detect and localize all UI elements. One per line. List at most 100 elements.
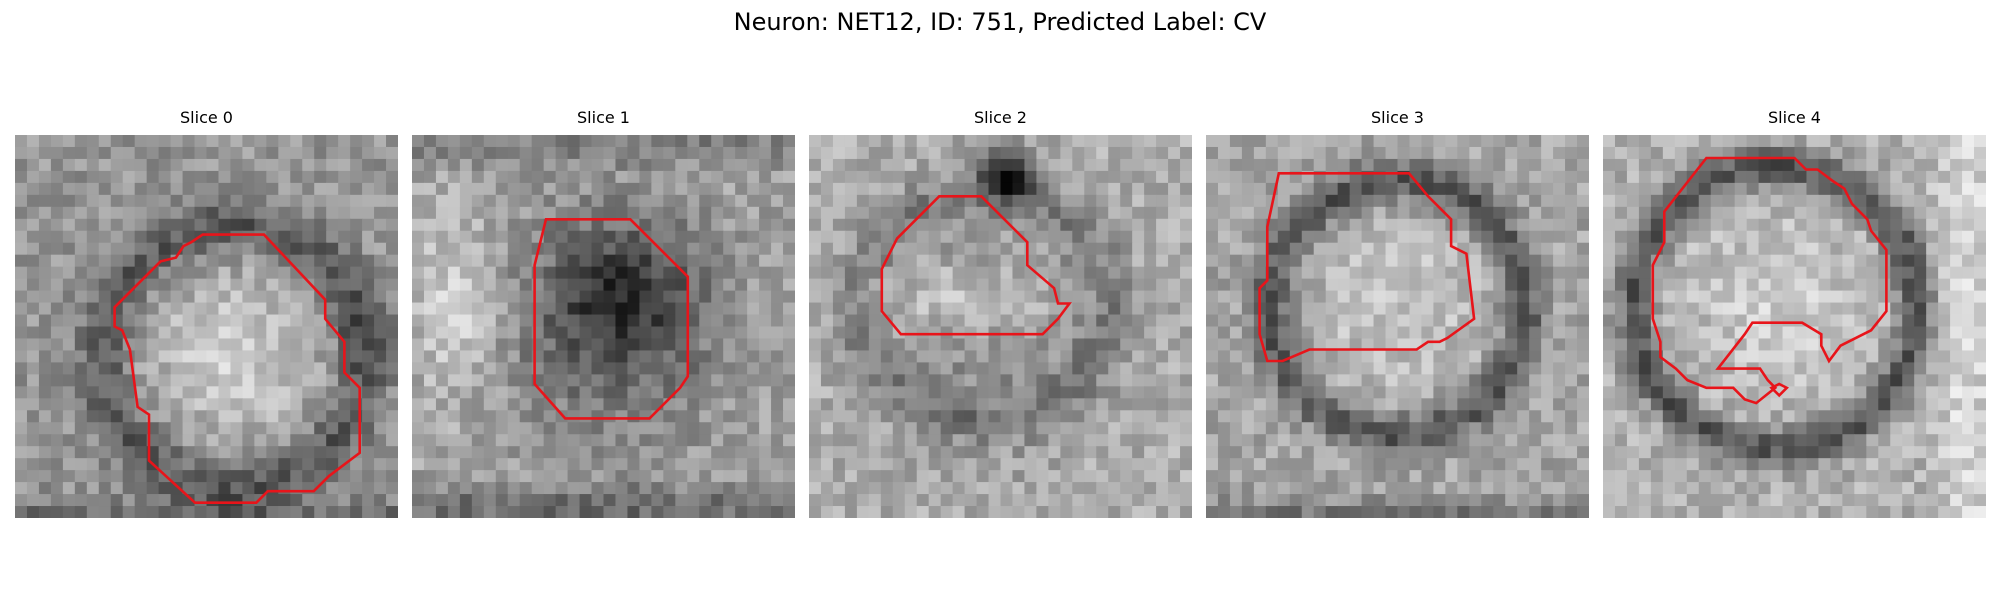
pixel — [555, 338, 569, 352]
pixel — [1180, 338, 1192, 352]
pixel — [1938, 254, 1951, 268]
pixel — [1349, 482, 1363, 495]
pixel — [1168, 158, 1181, 172]
pixel — [1469, 338, 1482, 352]
pixel — [74, 194, 88, 208]
pixel — [1301, 230, 1315, 244]
pixel — [988, 422, 1002, 435]
pixel — [675, 278, 688, 292]
pixel — [1541, 135, 1554, 148]
pixel — [832, 206, 846, 220]
pixel — [98, 170, 112, 184]
pixel — [964, 290, 978, 304]
pixel — [1914, 362, 1927, 375]
pixel — [15, 158, 28, 172]
pixel — [856, 458, 870, 471]
pixel — [1036, 242, 1049, 256]
pixel — [1217, 290, 1231, 304]
pixel — [1325, 266, 1339, 280]
pixel — [1421, 314, 1435, 328]
pixel — [1565, 254, 1578, 268]
pixel — [1457, 182, 1470, 196]
pixel — [1265, 374, 1279, 387]
pixel — [735, 302, 748, 316]
pixel — [1433, 158, 1446, 172]
pixel — [435, 494, 449, 507]
pixel — [1493, 350, 1506, 364]
pixel — [904, 374, 918, 387]
pixel — [290, 350, 303, 364]
pixel — [1962, 386, 1975, 399]
pixel — [423, 458, 437, 471]
pixel — [639, 398, 652, 411]
pixel — [687, 434, 700, 447]
pixel — [386, 218, 398, 232]
pixel — [1541, 350, 1554, 364]
pixel — [904, 494, 918, 507]
pixel — [1782, 398, 1796, 411]
pixel — [723, 302, 736, 316]
pixel — [1878, 278, 1891, 292]
pixel — [62, 206, 76, 220]
pixel — [1361, 410, 1375, 423]
pixel — [158, 350, 172, 364]
pixel — [1217, 410, 1231, 423]
pixel — [1108, 302, 1121, 316]
pixel — [1313, 398, 1327, 411]
pixel — [386, 290, 398, 304]
pixel — [1758, 182, 1772, 196]
pixel — [1770, 350, 1784, 364]
pixel — [1132, 135, 1145, 148]
pixel — [1794, 326, 1808, 340]
pixel — [531, 146, 545, 160]
pixel — [735, 482, 748, 495]
pixel — [1433, 506, 1446, 518]
pixel — [1012, 338, 1026, 352]
pixel — [747, 314, 760, 328]
pixel — [1277, 434, 1291, 447]
pixel — [868, 170, 882, 184]
pixel — [1517, 374, 1530, 387]
pixel — [1084, 135, 1097, 148]
pixel — [1072, 494, 1085, 507]
pixel — [567, 146, 581, 160]
pixel — [1614, 386, 1628, 399]
pixel — [783, 314, 795, 328]
pixel — [1325, 338, 1339, 352]
pixel — [182, 206, 196, 220]
pixel — [820, 482, 834, 495]
pixel — [1265, 326, 1279, 340]
pixel — [1301, 374, 1315, 387]
pixel — [362, 362, 375, 375]
pixel — [1722, 254, 1736, 268]
pixel — [374, 254, 387, 268]
pixel — [988, 146, 1002, 160]
pixel — [1469, 158, 1482, 172]
pixel — [314, 506, 327, 518]
pixel — [675, 254, 688, 268]
pixel — [723, 135, 736, 148]
pixel — [290, 170, 303, 184]
pixel — [1806, 422, 1820, 435]
pixel — [74, 374, 88, 387]
pixel — [1698, 386, 1712, 399]
pixel — [1229, 374, 1243, 387]
pixel — [1626, 350, 1640, 364]
pixel — [459, 230, 473, 244]
pixel — [1638, 446, 1652, 459]
pixel — [531, 135, 545, 148]
pixel — [447, 146, 461, 160]
slice-panel-2: Slice 2 — [809, 108, 1192, 518]
pixel — [1974, 170, 1986, 184]
pixel — [964, 410, 978, 423]
pixel — [1277, 194, 1291, 208]
pixel — [1565, 326, 1578, 340]
pixel — [1698, 314, 1712, 328]
pixel — [615, 458, 629, 471]
pixel — [1662, 302, 1676, 316]
pixel — [278, 230, 291, 244]
pixel — [1108, 494, 1121, 507]
pixel — [543, 506, 557, 518]
pixel — [1385, 434, 1399, 447]
pixel — [1000, 182, 1014, 196]
